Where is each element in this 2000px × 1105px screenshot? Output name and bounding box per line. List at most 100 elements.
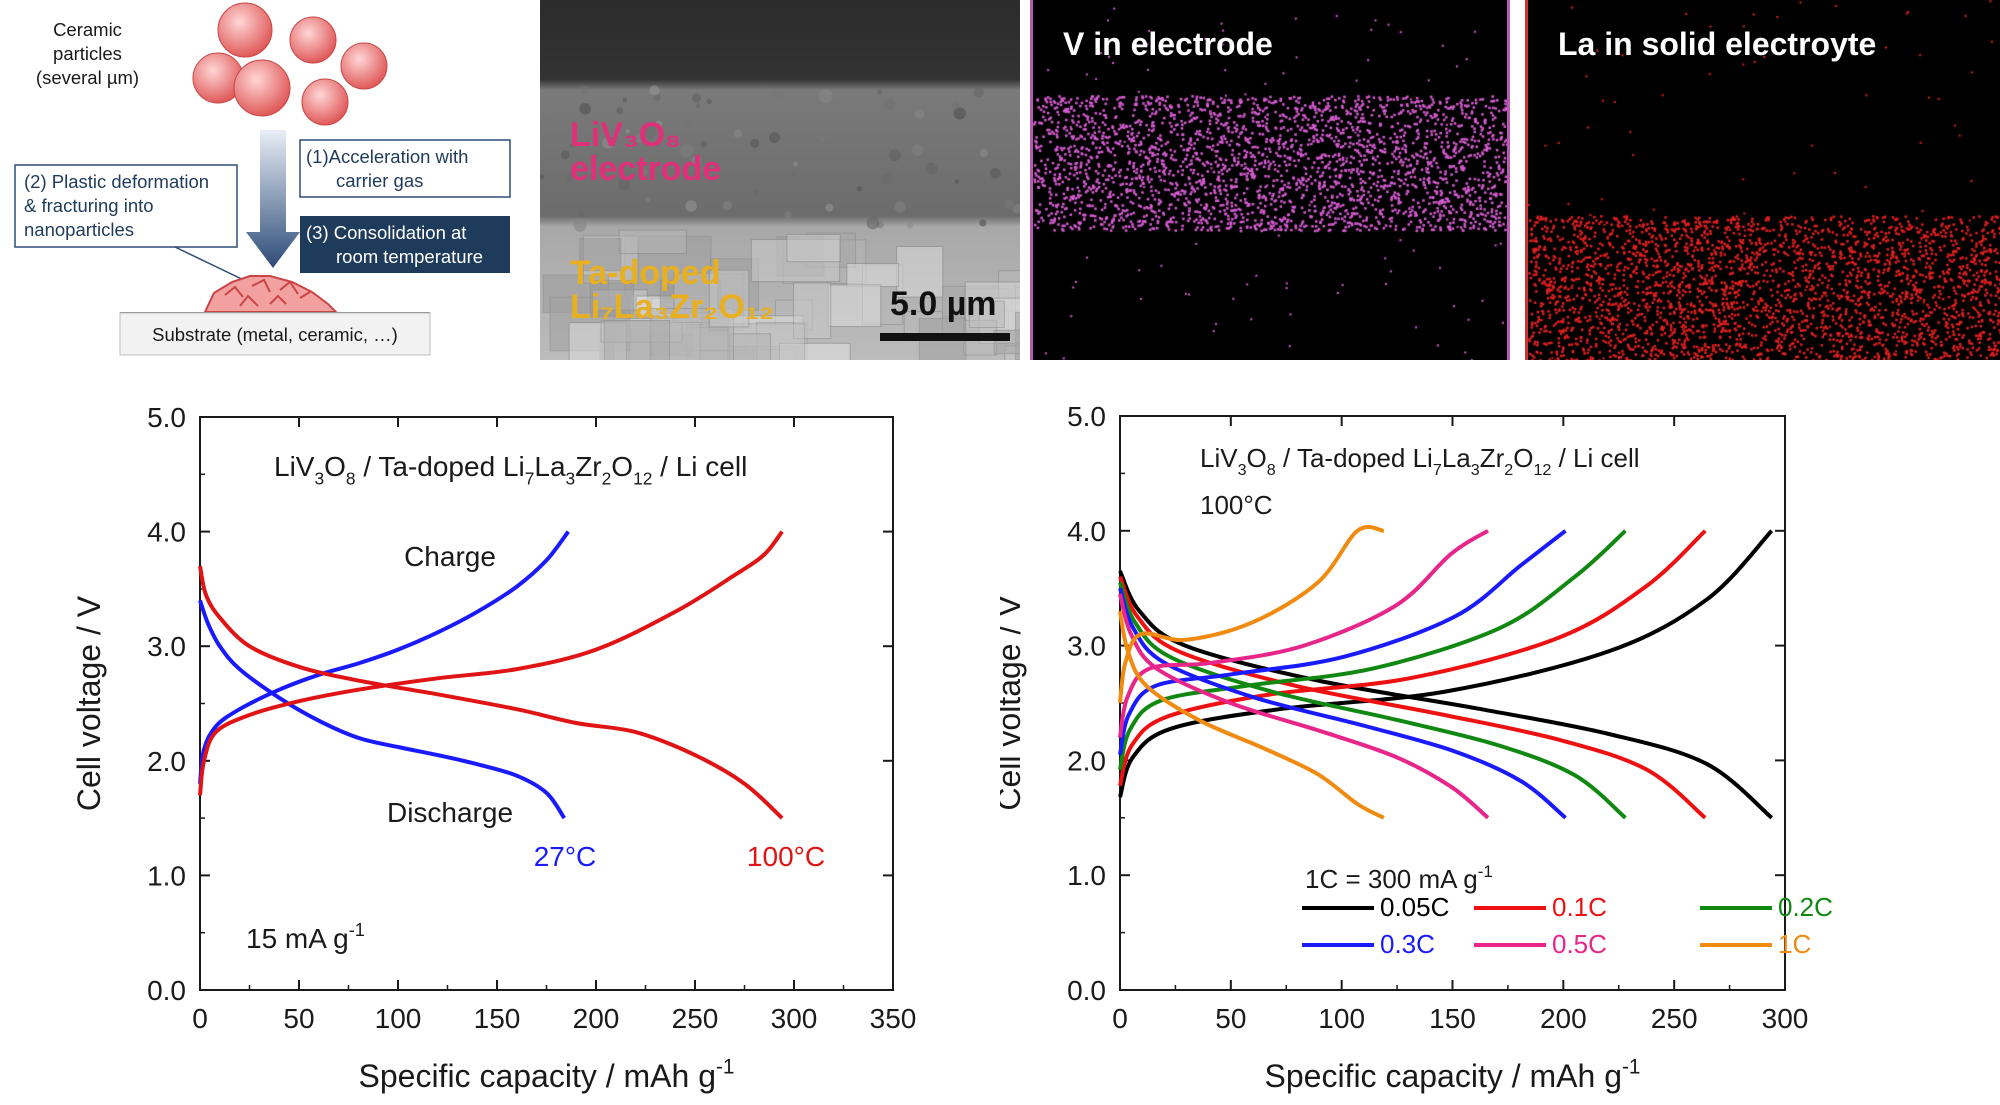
sem-texture-spot bbox=[580, 85, 589, 95]
sem-texture-spot bbox=[691, 155, 702, 166]
sem-texture-spot bbox=[622, 97, 628, 103]
sem-texture-spot bbox=[540, 174, 545, 180]
y-tick-label: 1.0 bbox=[1067, 860, 1106, 891]
sem-grain bbox=[708, 269, 750, 328]
sem-texture-spot bbox=[790, 172, 796, 178]
sem-texture-spot bbox=[911, 144, 924, 156]
y-tick-label: 0.0 bbox=[147, 975, 186, 1006]
sem-texture-spot bbox=[643, 125, 657, 139]
sem-texture-spot bbox=[894, 201, 906, 213]
sem-grains bbox=[540, 85, 1020, 360]
charge-line-0.1C bbox=[1118, 529, 1707, 787]
sem-texture-spot bbox=[973, 87, 984, 98]
x-tick-label: 300 bbox=[771, 1003, 818, 1034]
charge-line-0.3C bbox=[1118, 529, 1567, 756]
y-tick-label: 4.0 bbox=[147, 517, 186, 548]
legend-label-0.05C: 0.05C bbox=[1380, 892, 1449, 922]
y-tick-label: 4.0 bbox=[1067, 516, 1106, 547]
electrolyte-label-line1: Ta-doped bbox=[570, 254, 721, 292]
x-tick-label: 100 bbox=[375, 1003, 422, 1034]
sem-texture-spot bbox=[635, 133, 646, 144]
sem-texture-spot bbox=[1004, 199, 1014, 209]
step1-label: (1)Acceleration with carrier gas bbox=[306, 146, 469, 191]
sem-texture-spot bbox=[771, 88, 784, 100]
sem-grain bbox=[589, 280, 635, 317]
sem-texture-spot bbox=[685, 200, 697, 212]
sem-texture-spot bbox=[876, 89, 883, 95]
charge-line-27c bbox=[198, 530, 570, 784]
sem-texture-spot bbox=[856, 185, 863, 192]
sem-grain bbox=[827, 284, 882, 328]
nanoparticle-fragments bbox=[224, 278, 311, 307]
sem-texture-spot bbox=[867, 207, 876, 216]
y-tick-label: 1.0 bbox=[147, 860, 186, 891]
rate-annotation: 15 mA g-1 bbox=[246, 920, 365, 954]
step3-box bbox=[300, 216, 510, 273]
sem-texture-spot bbox=[818, 89, 833, 104]
sem-texture-spot bbox=[594, 123, 600, 128]
sem-grain bbox=[603, 319, 671, 360]
legend-label-1C: 1C bbox=[1778, 929, 1811, 959]
y-tick-label: 2.0 bbox=[147, 746, 186, 777]
eds-v-title: V in electrode bbox=[1063, 26, 1273, 62]
electrolyte-label-line2: Li₇La₃Zr₂O₁₂ bbox=[570, 288, 774, 326]
sem-texture-spot bbox=[658, 171, 667, 181]
x-tick-label: 150 bbox=[474, 1003, 521, 1034]
sem-texture-spot bbox=[883, 98, 896, 111]
charge-line-0.2C bbox=[1118, 529, 1627, 771]
sem-texture-spot bbox=[644, 196, 651, 203]
x-tick-label: 100 bbox=[1318, 1003, 1365, 1034]
series-label-27c: 27°C bbox=[534, 841, 597, 872]
sem-texture-spot bbox=[698, 165, 704, 171]
plot-frame bbox=[199, 416, 894, 991]
sem-texture-spot bbox=[820, 133, 826, 139]
x-axis-label: Specific capacity / mAh g-1 bbox=[359, 1056, 735, 1094]
x-tick-label: 150 bbox=[1429, 1003, 1476, 1034]
sem-texture-spot bbox=[914, 108, 925, 119]
x-axis-label: Specific capacity / mAh g-1 bbox=[1265, 1056, 1641, 1094]
discharge-label: Discharge bbox=[387, 797, 513, 828]
sem-texture-spot bbox=[825, 203, 834, 212]
cell-annotation: LiV3O8 / Ta-doped Li7La3Zr2O12 / Li cell bbox=[1200, 443, 1640, 479]
rate-annotation: 1C = 300 mA g-1 bbox=[1305, 862, 1493, 894]
sem-texture-spot bbox=[578, 211, 585, 218]
sem-texture-spot bbox=[925, 162, 938, 175]
sem-texture-spot bbox=[679, 143, 694, 158]
deposited-film bbox=[203, 275, 339, 313]
chart-temperature-svg: 0 50 100 150 200 250 300 350 0.0 1.0 2.0 3.0 4.0 5.0 S… bbox=[71, 402, 917, 1094]
scale-bar-label: 5.0 µm bbox=[890, 285, 997, 323]
sem-texture-spot bbox=[953, 107, 966, 120]
discharge-line-1C bbox=[1118, 610, 1385, 820]
ceramic-particle bbox=[289, 16, 337, 64]
sem-texture-spot bbox=[754, 189, 759, 194]
sem-texture-spot bbox=[990, 167, 1001, 179]
charge-line-1C bbox=[1118, 525, 1385, 704]
legend-label-0.5C: 0.5C bbox=[1552, 929, 1607, 959]
deposition-arrow bbox=[246, 130, 300, 268]
step1-box bbox=[299, 139, 511, 198]
sem-grain bbox=[579, 238, 622, 272]
y-axis-label: Cell voltage / V bbox=[71, 595, 107, 811]
eds-la-title: La in solid electroyte bbox=[1558, 26, 1877, 62]
charge-line-0.5C bbox=[1118, 529, 1490, 738]
ceramic-particle bbox=[301, 78, 349, 126]
series-label-100c: 100°C bbox=[747, 841, 825, 872]
sem-grain bbox=[968, 300, 1005, 329]
schematic-panel: Ceramic particles (several µm) (1)Accele… bbox=[0, 0, 535, 360]
x-tick-label: 350 bbox=[870, 1003, 917, 1034]
sem-texture-spot bbox=[769, 132, 780, 144]
sem-texture-spot bbox=[906, 222, 914, 229]
ceramic-particle bbox=[340, 42, 388, 90]
sem-texture-spot bbox=[625, 129, 630, 134]
sem-texture-spot bbox=[951, 100, 960, 110]
substrate-label: Substrate (metal, ceramic, …) bbox=[152, 324, 398, 345]
electrode-label-line2: electrode bbox=[570, 150, 722, 188]
chart-rate: 0 50 100 150 200 250 300 0.0 1.0 2.0 3.0 4.0 5.0 Spec… bbox=[1000, 380, 2000, 1105]
sem-texture-spot bbox=[691, 93, 701, 103]
sem-grain bbox=[896, 245, 944, 298]
legend-label-0.1C: 0.1C bbox=[1552, 892, 1607, 922]
sem-texture bbox=[540, 0, 1020, 360]
chart-rate-svg: 0 50 100 150 200 250 300 0.0 1.0 2.0 3.0 4.0 5.0 Spec… bbox=[1000, 401, 1833, 1094]
x-tick-label: 200 bbox=[1540, 1003, 1587, 1034]
y-tick-label: 2.0 bbox=[1067, 745, 1106, 776]
